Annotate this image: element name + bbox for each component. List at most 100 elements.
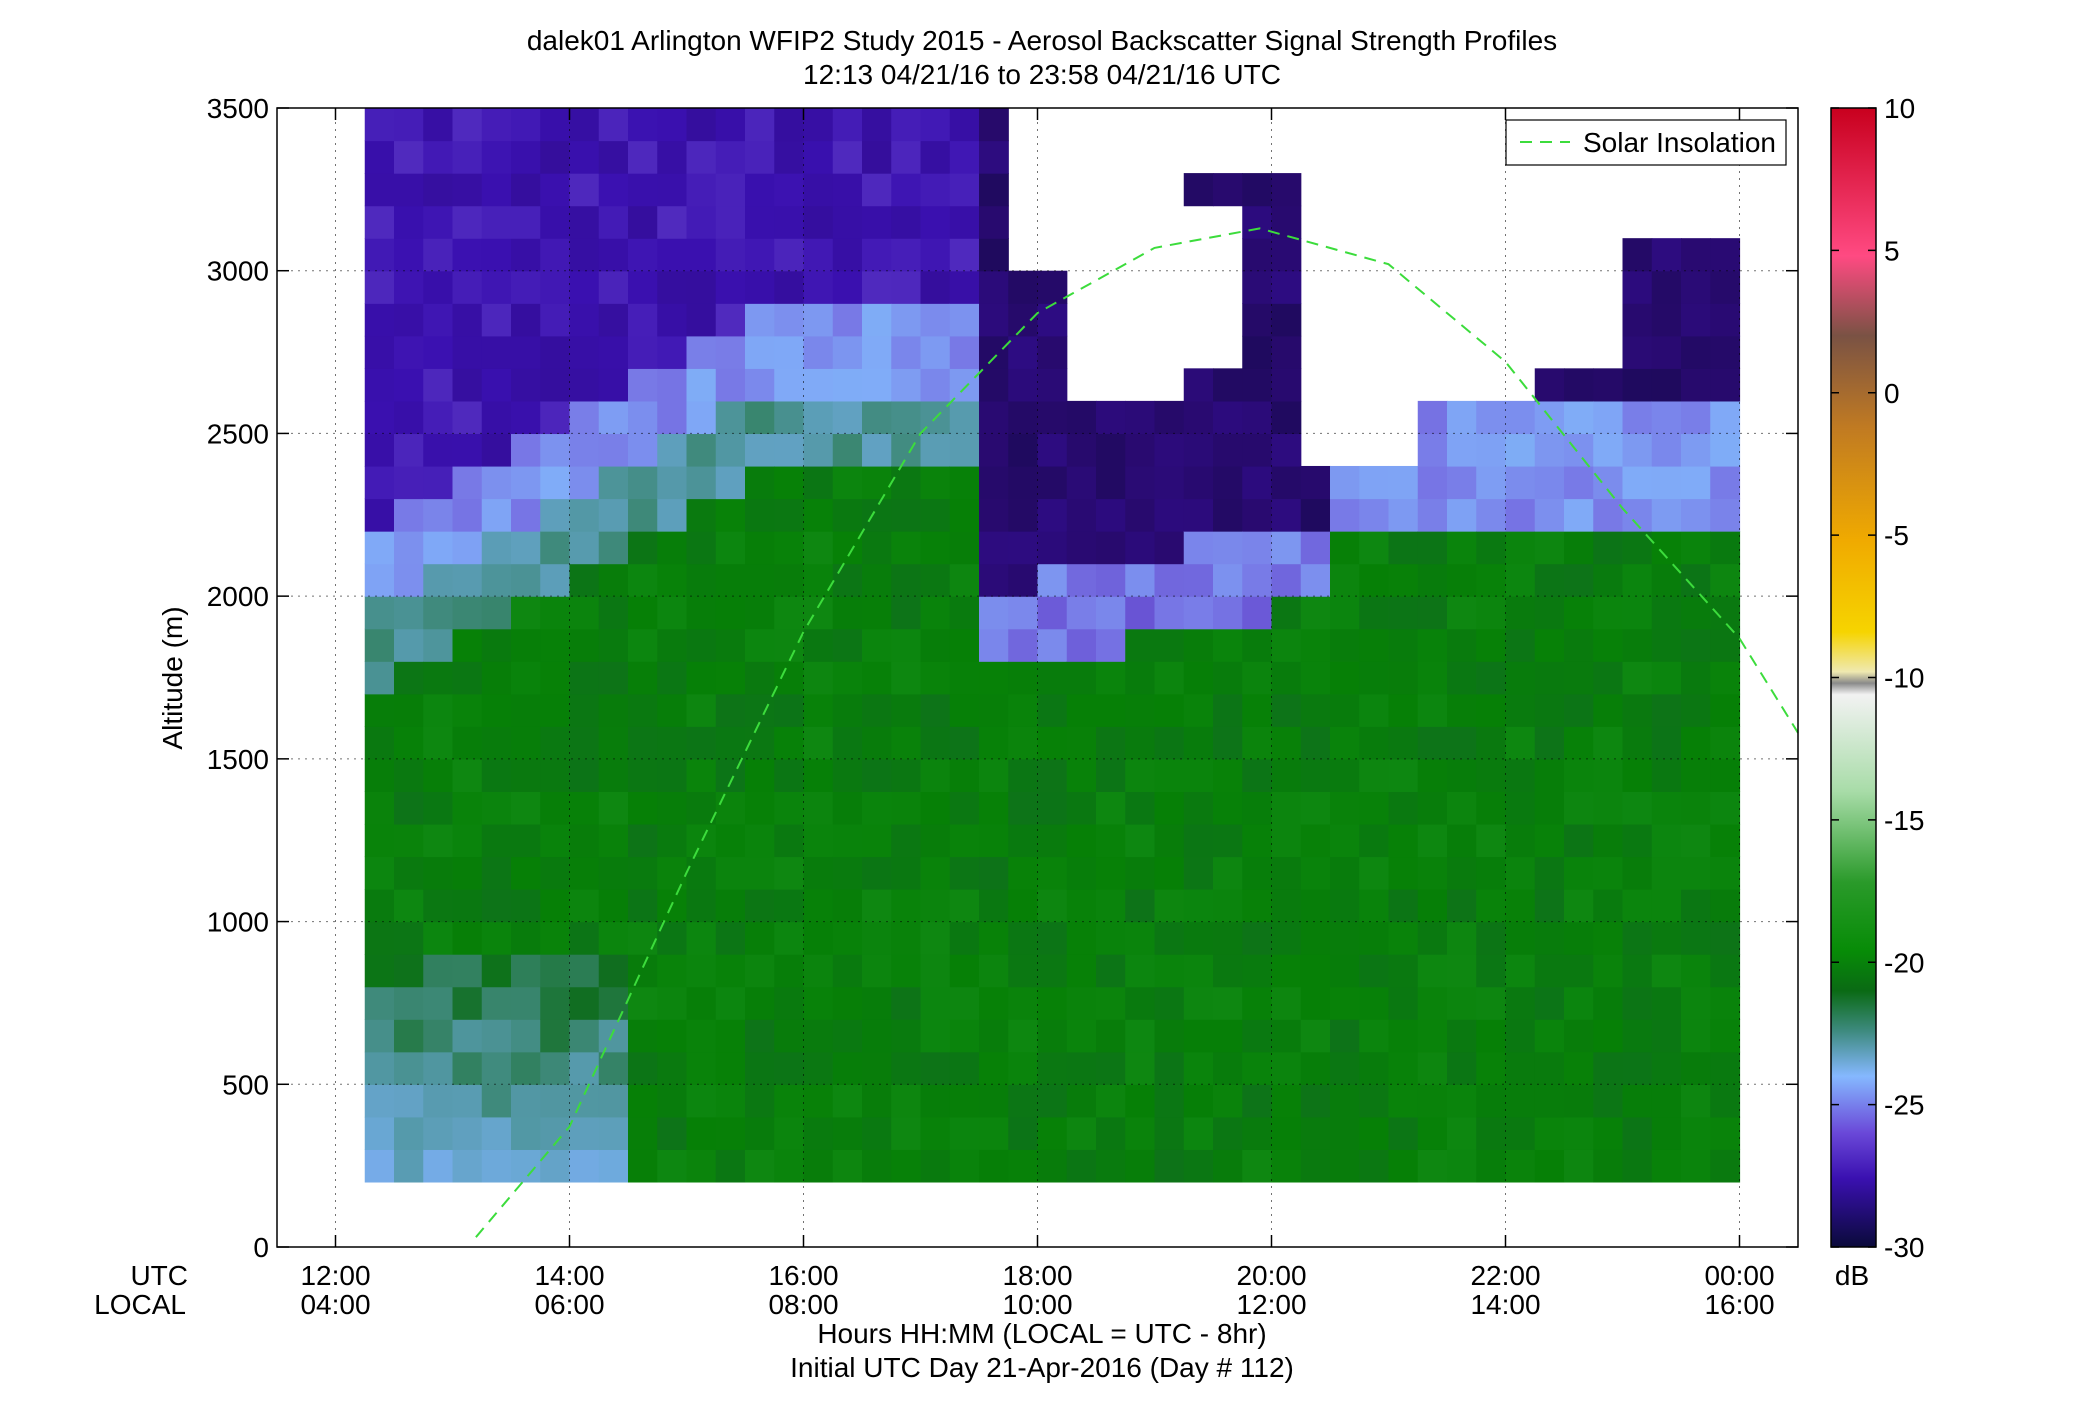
heatmap-cell [598,335,629,369]
heatmap-cell [1271,889,1302,923]
heatmap-cell [949,921,980,955]
heatmap-cell [364,791,395,825]
heatmap-cell [657,986,688,1020]
heatmap-cell [1242,889,1273,923]
heatmap-cell [657,1019,688,1053]
heatmap-cell [1534,368,1565,402]
heatmap-cell [803,628,834,662]
heatmap-cell [628,661,658,695]
heatmap-cell [628,986,658,1020]
heatmap-cell [1271,596,1302,630]
heatmap-cell [745,921,775,955]
heatmap-cell [1242,303,1273,337]
heatmap-cell [686,205,717,239]
heatmap-cell [1008,758,1039,792]
heatmap-cell [1330,693,1360,727]
heatmap-cell [1622,1149,1653,1183]
heatmap-cell [979,954,1009,988]
heatmap-cell [1534,498,1565,532]
heatmap-cell [1447,563,1477,597]
heatmap-cell [832,335,863,369]
heatmap-cell [686,693,717,727]
heatmap-cell [1008,1116,1039,1150]
heatmap-cell [1330,563,1360,597]
heatmap-cell [715,791,746,825]
heatmap-cell [1593,400,1624,435]
heatmap-cell [364,173,395,207]
heatmap-cell [394,889,424,923]
heatmap-cell [979,531,1009,565]
heatmap-cell [481,954,512,988]
heatmap-cell [891,335,922,369]
heatmap-cell [511,433,541,467]
heatmap-cell [715,400,746,435]
heatmap-cell [1622,986,1653,1020]
heatmap-cell [979,433,1009,467]
heatmap-cell [1213,921,1243,955]
heatmap-cell [1710,596,1741,630]
heatmap-cell [774,889,805,923]
heatmap-cell [891,954,922,988]
heatmap-cell [1505,1084,1536,1118]
heatmap-cell [540,400,571,435]
heatmap-cell [1710,1116,1741,1150]
heatmap-cell [1564,726,1594,760]
heatmap-cell [569,400,600,435]
heatmap-cell [1681,1084,1711,1118]
heatmap-cell [1037,433,1068,467]
heatmap-cell [979,205,1009,239]
heatmap-cell [832,856,863,890]
heatmap-cell [862,531,892,565]
heatmap-cell [628,1051,658,1085]
heatmap-cell [745,498,775,532]
heatmap-cell [540,986,571,1020]
heatmap-cell [423,823,454,858]
heatmap-cell [569,856,600,890]
heatmap [364,108,1741,1183]
heatmap-cell [920,238,951,272]
heatmap-cell [628,889,658,923]
heatmap-cell [1651,791,1682,825]
heatmap-cell [774,531,805,565]
heatmap-cell [452,856,483,890]
heatmap-cell [920,954,951,988]
heatmap-cell [891,205,922,239]
heatmap-cell [1125,400,1156,435]
heatmap-cell [1388,1116,1419,1150]
heatmap-cell [394,1149,424,1183]
heatmap-cell [1534,1084,1565,1118]
heatmap-cell [657,693,688,727]
heatmap-cell [686,108,717,142]
heatmap-cell [1154,1084,1185,1118]
heatmap-cell [1213,1051,1243,1085]
heatmap-cell [1242,661,1273,695]
x-axis-ticks: 12:0004:0014:0006:0016:0008:0018:0010:00… [300,108,1775,1320]
heatmap-cell [394,238,424,272]
heatmap-cell [1651,856,1682,890]
heatmap-cell [1125,433,1156,467]
heatmap-cell [1505,661,1536,695]
heatmap-cell [394,726,424,760]
heatmap-cell [774,823,805,858]
heatmap-cell [686,1051,717,1085]
heatmap-cell [1622,1019,1653,1053]
heatmap-cell [1505,596,1536,630]
heatmap-cell [686,758,717,792]
heatmap-cell [364,1084,395,1118]
heatmap-cell [979,889,1009,923]
heatmap-cell [949,563,980,597]
heatmap-cell [1417,563,1448,597]
heatmap-cell [452,335,483,369]
heatmap-cell [628,921,658,955]
heatmap-cell [481,531,512,565]
heatmap-cell [1359,1084,1390,1118]
heatmap-cell [569,1084,600,1118]
heatmap-cell [891,563,922,597]
heatmap-cell [1622,823,1653,858]
heatmap-cell [452,173,483,207]
heatmap-cell [949,303,980,337]
heatmap-cell [1476,1116,1507,1150]
heatmap-cell [569,238,600,272]
heatmap-cell [364,498,395,532]
heatmap-cell [774,661,805,695]
